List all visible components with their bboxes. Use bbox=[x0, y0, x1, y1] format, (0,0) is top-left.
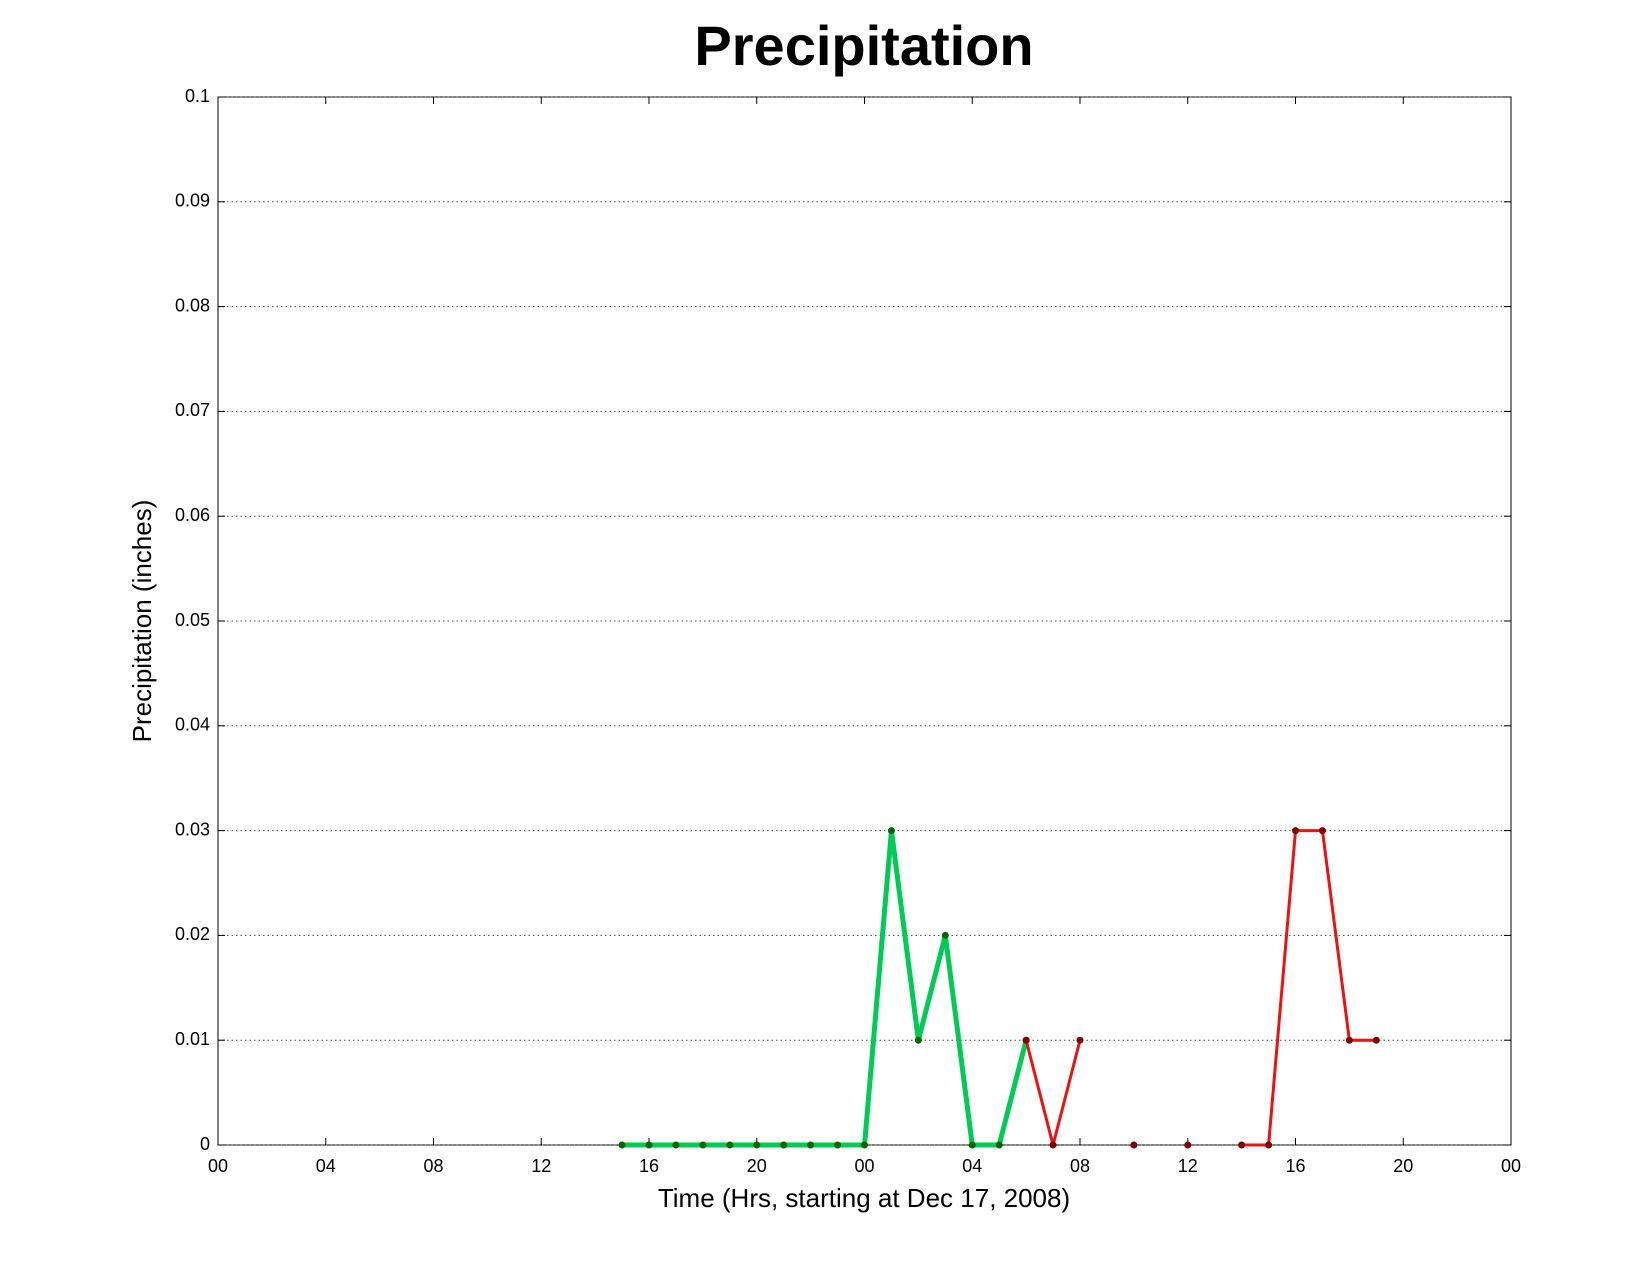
x-tick-label: 00 bbox=[854, 1156, 874, 1176]
point bbox=[1318, 827, 1326, 835]
x-tick-label: 00 bbox=[1501, 1156, 1521, 1176]
line bbox=[622, 830, 1029, 1148]
point bbox=[1372, 1036, 1380, 1044]
point bbox=[1238, 1141, 1246, 1149]
x-tick-label: 04 bbox=[316, 1156, 336, 1176]
point bbox=[753, 1141, 761, 1149]
y-tick-label: 0.1 bbox=[185, 86, 210, 106]
point bbox=[618, 1141, 626, 1149]
point bbox=[1130, 1141, 1138, 1149]
x-tick-label: 00 bbox=[208, 1156, 228, 1176]
point bbox=[672, 1141, 680, 1149]
y-tick-label: 0.03 bbox=[175, 819, 210, 839]
point bbox=[1345, 1036, 1353, 1044]
point bbox=[941, 931, 949, 939]
x-tick-label: 12 bbox=[1178, 1156, 1198, 1176]
point bbox=[968, 1141, 976, 1149]
point bbox=[1184, 1141, 1192, 1149]
y-tick-label: 0.04 bbox=[175, 715, 210, 735]
y-axis-label: Precipitation (inches) bbox=[127, 500, 157, 743]
point bbox=[726, 1141, 734, 1149]
y-tick-label: 0.01 bbox=[175, 1029, 210, 1049]
x-tick-label: 20 bbox=[747, 1156, 767, 1176]
point bbox=[834, 1141, 842, 1149]
x-axis-label: Time (Hrs, starting at Dec 17, 2008) bbox=[658, 1183, 1070, 1213]
point bbox=[887, 827, 895, 835]
y-tick-label: 0.09 bbox=[175, 191, 210, 211]
point bbox=[780, 1141, 788, 1149]
x-tick-label: 08 bbox=[423, 1156, 443, 1176]
point bbox=[1022, 1036, 1030, 1044]
point bbox=[1049, 1141, 1057, 1149]
line bbox=[1024, 829, 1377, 1147]
y-tick-label: 0.02 bbox=[175, 924, 210, 944]
point bbox=[1076, 1036, 1084, 1044]
point bbox=[914, 1036, 922, 1044]
point bbox=[1292, 827, 1299, 835]
x-tick-label: 16 bbox=[639, 1156, 659, 1176]
x-tick-label: 04 bbox=[962, 1156, 982, 1176]
y-tick-label: 0 bbox=[200, 1134, 210, 1154]
point bbox=[807, 1141, 815, 1149]
chart-title: Precipitation bbox=[694, 14, 1033, 77]
x-tick-label: 20 bbox=[1393, 1156, 1413, 1176]
y-tick-label: 0.08 bbox=[175, 295, 210, 315]
x-tick-label: 12 bbox=[531, 1156, 551, 1176]
point bbox=[1265, 1141, 1273, 1149]
point bbox=[645, 1141, 653, 1149]
x-tick-label: 08 bbox=[1070, 1156, 1090, 1176]
x-tick-label: 16 bbox=[1285, 1156, 1305, 1176]
y-tick-label: 0.06 bbox=[175, 505, 210, 525]
point bbox=[995, 1141, 1003, 1149]
y-tick-label: 0.05 bbox=[175, 610, 210, 630]
point bbox=[861, 1141, 868, 1149]
y-tick-label: 0.07 bbox=[175, 400, 210, 420]
point bbox=[699, 1141, 707, 1149]
